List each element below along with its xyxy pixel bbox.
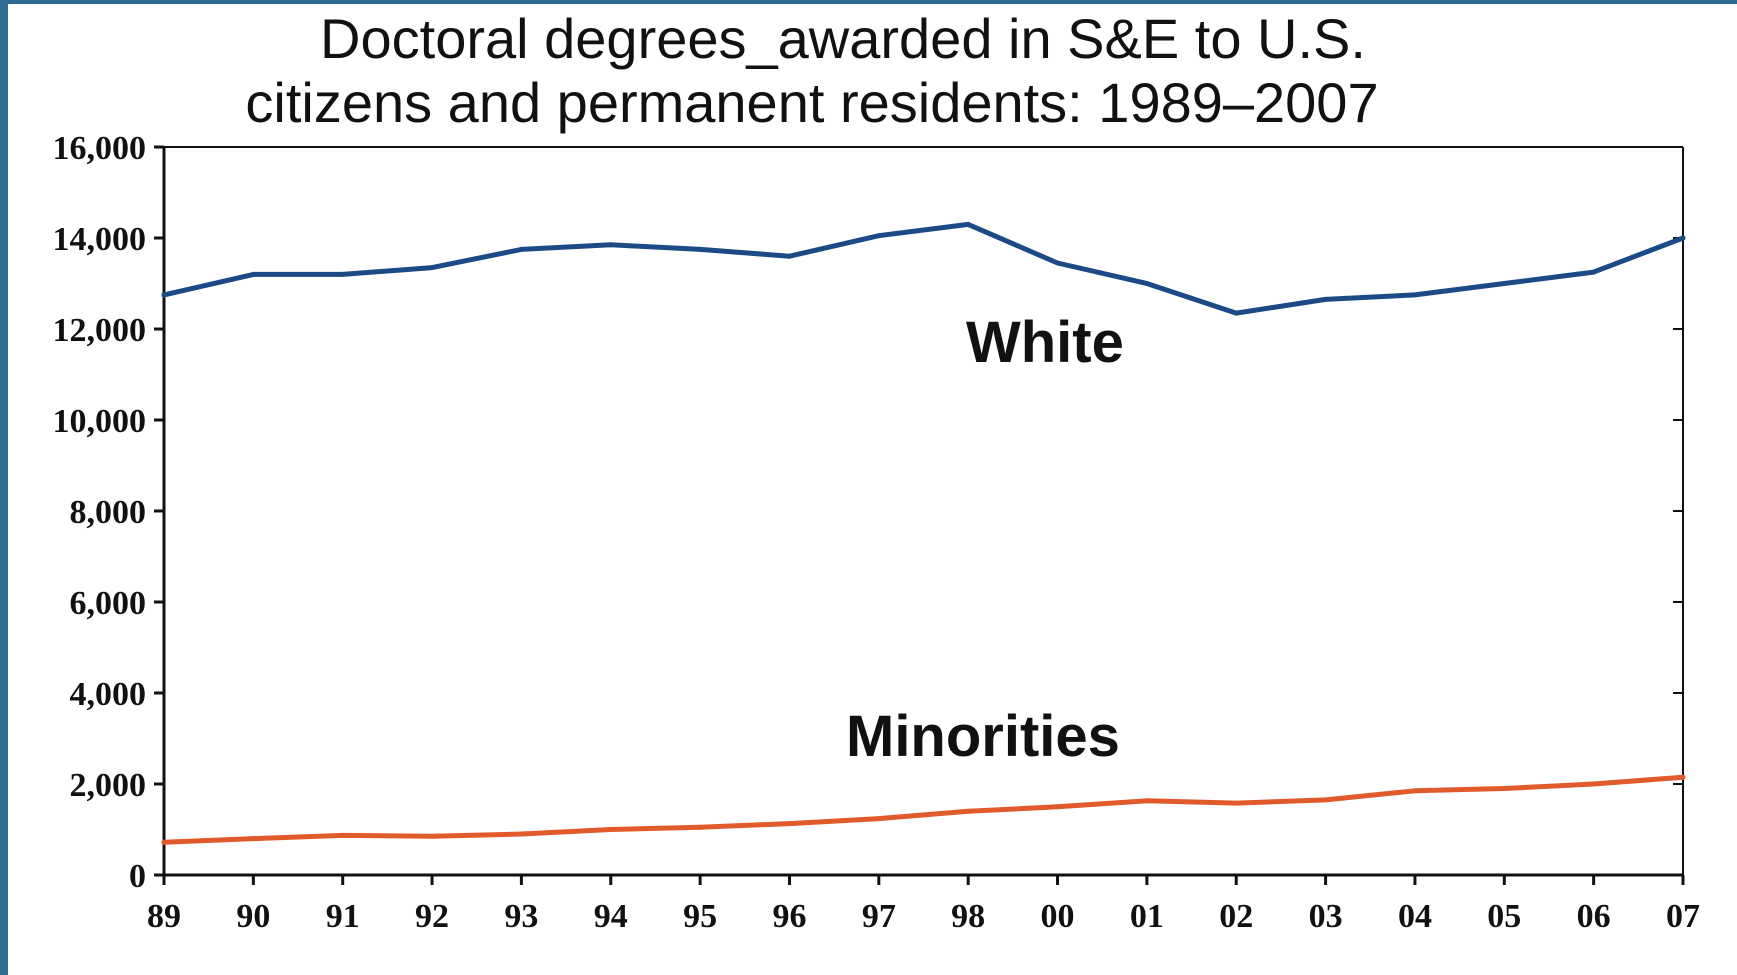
data-point-white: [1412, 292, 1418, 298]
data-point-white: [1144, 281, 1150, 286]
slide-frame-left-border: [0, 0, 8, 975]
y-tick-label: 10,000: [53, 403, 147, 440]
data-point-white: [697, 246, 703, 252]
x-tick-label: 96: [772, 898, 806, 935]
x-tick-label: 98: [951, 898, 985, 935]
data-point-minorities: [1323, 797, 1329, 803]
data-point-white: [161, 292, 167, 298]
data-point-white: [1591, 269, 1597, 275]
data-point-white: [965, 221, 971, 227]
data-point-white: [518, 246, 524, 252]
data-point-minorities: [1233, 800, 1239, 806]
data-point-white: [608, 242, 614, 248]
y-tick-label: 6,000: [70, 585, 147, 622]
data-point-minorities: [1680, 774, 1686, 780]
data-point-white: [1323, 296, 1329, 302]
x-tick-label: 93: [504, 898, 538, 935]
x-tick-label: 04: [1398, 898, 1432, 935]
x-tick-label: 01: [1130, 898, 1164, 935]
data-point-white: [1055, 260, 1061, 266]
series-line-white: [161, 221, 1686, 316]
y-tick-label: 0: [129, 858, 146, 895]
y-tick-label: 2,000: [70, 767, 147, 804]
x-tick-label: 91: [326, 898, 360, 935]
y-tick-label: 8,000: [70, 494, 147, 531]
data-point-minorities: [429, 833, 435, 839]
data-point-white: [340, 271, 346, 277]
data-point-white: [786, 253, 792, 259]
data-point-minorities: [965, 808, 971, 814]
data-point-white: [429, 265, 435, 271]
data-point-minorities: [340, 832, 346, 838]
x-tick-label: 92: [415, 898, 449, 935]
x-tick-label: 97: [862, 898, 896, 935]
data-point-minorities: [697, 824, 703, 830]
y-tick-label: 16,000: [53, 130, 147, 167]
data-point-white: [876, 233, 882, 239]
data-point-white: [1501, 281, 1507, 286]
x-tick-label: 06: [1577, 898, 1611, 935]
data-point-minorities: [608, 827, 614, 832]
data-point-minorities: [1055, 804, 1061, 810]
series-line-minorities: [161, 774, 1686, 845]
x-tick-label: 03: [1309, 898, 1343, 935]
data-point-white: [250, 271, 256, 277]
slide-frame-top-border: [0, 0, 1737, 4]
x-tick-label: 95: [683, 898, 717, 935]
x-tick-label: 05: [1487, 898, 1521, 935]
x-tick-label: 89: [147, 898, 181, 935]
data-point-minorities: [1501, 786, 1507, 792]
series-label-minorities: Minorities: [846, 704, 1120, 769]
chart-title-line-2: citizens and permanent residents: 1989–2…: [245, 71, 1378, 134]
data-point-minorities: [1591, 781, 1597, 787]
x-axis-ticks: 89 90 91 92 93 94 95 96 97 98 00 01 02 03 04 05 06 07: [147, 875, 1700, 935]
data-point-minorities: [250, 836, 256, 842]
x-tick-label: 02: [1219, 898, 1253, 935]
x-tick-label: 07: [1666, 898, 1700, 935]
chart-title-line-1: Doctoral degrees_awarded in S&E to U.S.: [320, 7, 1366, 70]
y-axis-ticks: 0 2,000 4,000 6,000 8,000 10,000 12,000 14,000 1…: [53, 130, 1683, 895]
series-label-white: White: [966, 310, 1124, 375]
data-point-minorities: [1144, 798, 1150, 804]
series-lines: [161, 221, 1686, 845]
x-tick-label: 00: [1041, 898, 1075, 935]
data-point-minorities: [786, 821, 792, 827]
y-tick-label: 4,000: [70, 676, 147, 713]
data-point-minorities: [161, 839, 167, 845]
y-tick-label: 14,000: [53, 221, 147, 258]
data-point-white: [1233, 310, 1239, 316]
data-point-minorities: [1412, 788, 1418, 794]
data-point-minorities: [518, 831, 524, 837]
y-tick-label: 12,000: [53, 312, 147, 349]
x-tick-label: 90: [236, 898, 270, 935]
data-point-white: [1680, 235, 1686, 241]
data-point-minorities: [876, 816, 882, 822]
x-tick-label: 94: [594, 898, 628, 935]
